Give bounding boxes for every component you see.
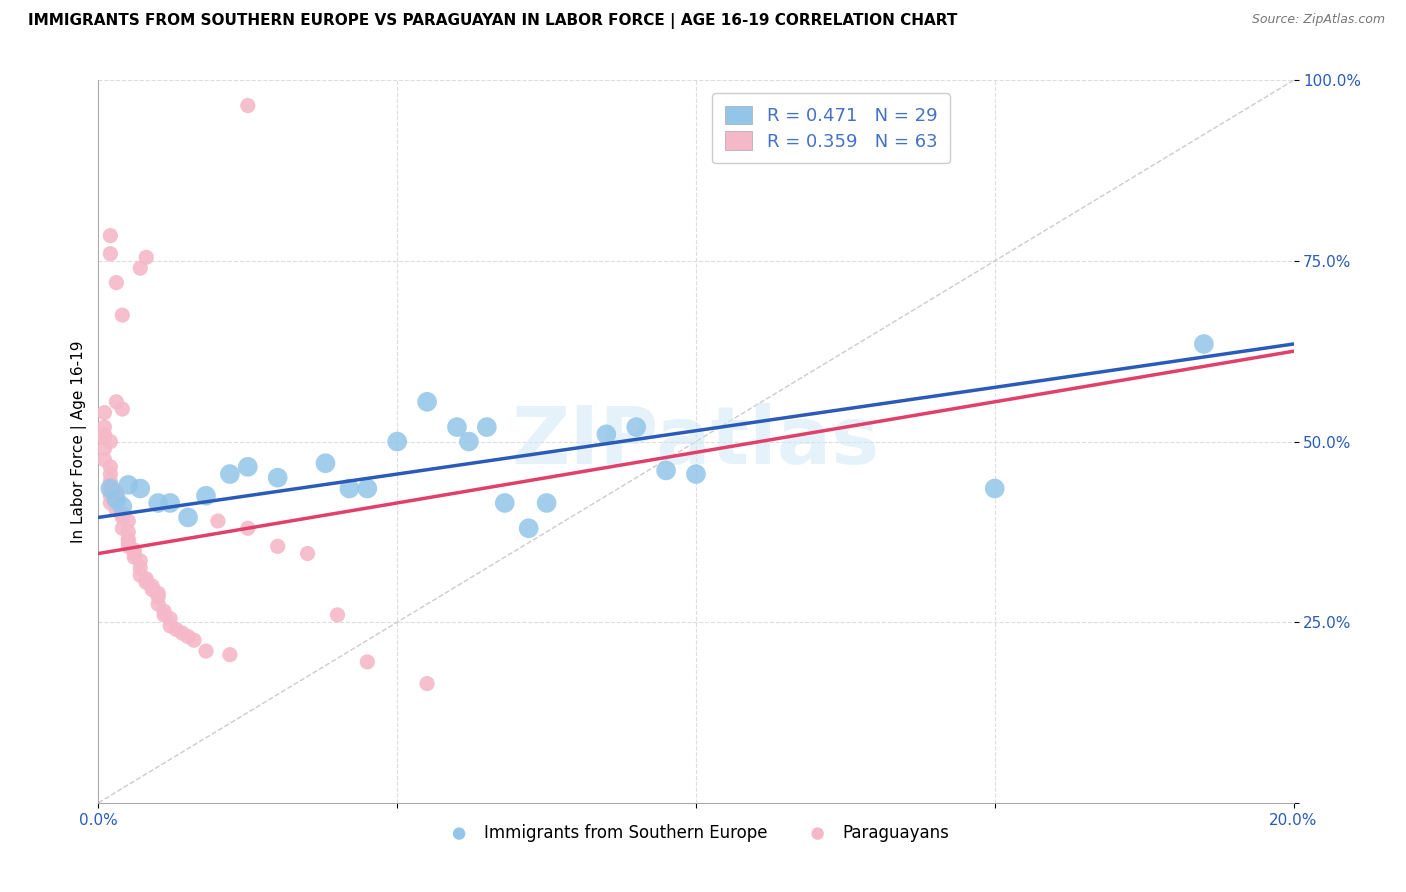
Point (98, 482, 122, 496)
Point (129, 482, 152, 496)
Point (98, 467, 122, 481)
Point (93, 452, 115, 467)
Point (129, 554, 152, 568)
Point (93, 427, 115, 442)
Point (124, 550, 146, 565)
Point (148, 586, 170, 600)
Point (297, 547, 319, 561)
Point (98, 475, 122, 489)
Point (356, 655, 378, 669)
Point (655, 463, 678, 477)
Point (98, 459, 122, 474)
Point (159, 611, 181, 625)
Point (111, 521, 134, 535)
Point (385, 434, 409, 449)
Point (458, 434, 481, 449)
Point (148, 496, 170, 510)
Text: ZIPatlas: ZIPatlas (512, 402, 880, 481)
Point (172, 626, 194, 640)
Point (98, 246, 122, 260)
Point (153, 604, 176, 618)
Point (626, 420, 648, 434)
Point (129, 568, 152, 582)
Point (135, 250, 157, 264)
Point (93, 431, 115, 445)
Point (416, 394, 439, 409)
Point (315, 456, 337, 470)
Point (129, 261, 152, 276)
Point (111, 510, 134, 524)
Point (141, 579, 163, 593)
Point (195, 644, 218, 658)
Point (1192, 337, 1215, 351)
Point (98, 434, 122, 449)
Point (356, 482, 378, 496)
Point (117, 535, 139, 549)
Point (165, 623, 187, 637)
Point (98, 228, 122, 243)
Point (98, 489, 122, 503)
Point (111, 507, 134, 521)
Point (124, 542, 146, 557)
Point (494, 496, 516, 510)
Point (135, 575, 157, 590)
Point (236, 98, 259, 112)
Point (148, 597, 170, 611)
Point (93, 442, 115, 456)
Point (111, 308, 134, 322)
Point (195, 489, 218, 503)
Point (117, 514, 139, 528)
Point (685, 467, 707, 481)
Point (105, 394, 128, 409)
Point (93, 420, 115, 434)
Point (105, 492, 128, 507)
Point (124, 547, 146, 561)
Point (105, 503, 128, 517)
Point (148, 590, 170, 604)
Point (117, 524, 139, 539)
Point (153, 607, 176, 622)
Point (416, 676, 439, 690)
Text: Source: ZipAtlas.com: Source: ZipAtlas.com (1251, 13, 1385, 27)
Point (267, 470, 290, 484)
Point (177, 630, 200, 644)
Point (339, 482, 361, 496)
Point (93, 406, 115, 420)
Point (207, 514, 229, 528)
Text: IMMIGRANTS FROM SOUTHERN EUROPE VS PARAGUAYAN IN LABOR FORCE | AGE 16-19 CORRELA: IMMIGRANTS FROM SOUTHERN EUROPE VS PARAG… (28, 13, 957, 29)
Point (236, 459, 259, 474)
Point (595, 427, 617, 442)
Point (105, 485, 128, 500)
Point (129, 561, 152, 575)
Point (219, 648, 242, 662)
Point (475, 420, 498, 434)
Point (117, 532, 139, 546)
Point (267, 539, 290, 553)
Point (446, 420, 468, 434)
Point (183, 633, 205, 648)
Legend: Immigrants from Southern Europe, Paraguayans: Immigrants from Southern Europe, Paragua… (436, 817, 956, 848)
Point (177, 510, 200, 524)
Y-axis label: In Labor Force | Age 16-19: In Labor Force | Age 16-19 (72, 340, 87, 543)
Point (117, 478, 139, 492)
Point (236, 521, 259, 535)
Point (159, 496, 181, 510)
Point (984, 482, 1007, 496)
Point (141, 582, 163, 597)
Point (111, 402, 134, 417)
Point (219, 467, 242, 481)
Point (517, 521, 540, 535)
Point (98, 482, 122, 496)
Point (105, 492, 128, 507)
Point (135, 572, 157, 586)
Point (159, 619, 181, 633)
Point (326, 607, 349, 622)
Point (111, 500, 134, 514)
Point (117, 539, 139, 553)
Point (105, 276, 128, 290)
Point (98, 496, 122, 510)
Point (536, 496, 558, 510)
